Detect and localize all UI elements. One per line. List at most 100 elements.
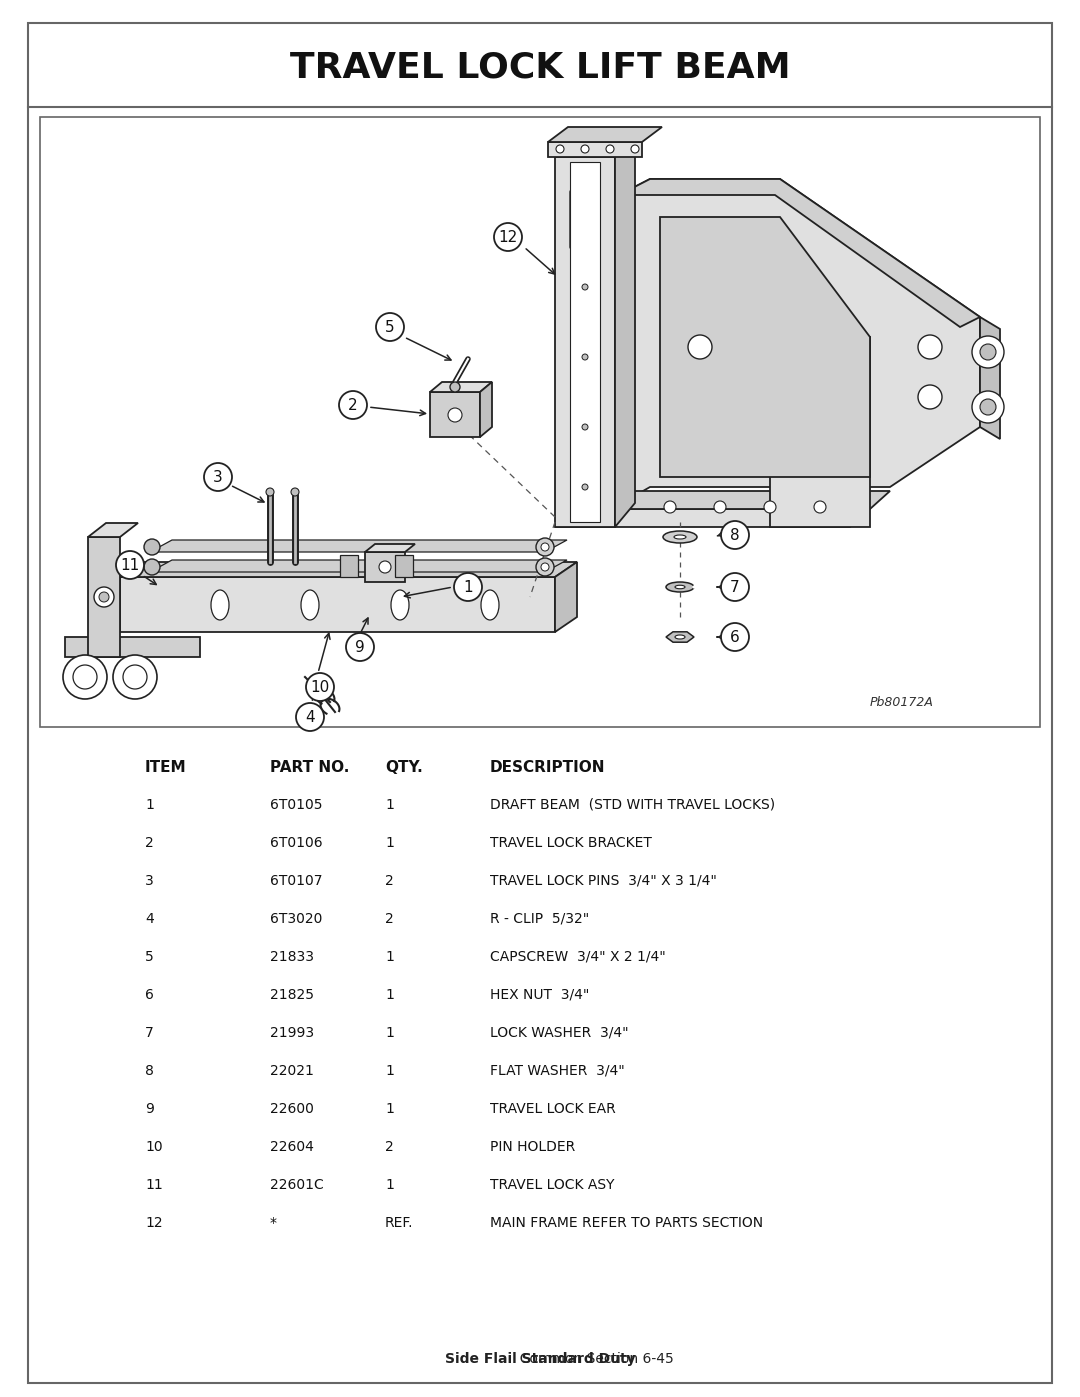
- Polygon shape: [87, 536, 120, 657]
- Polygon shape: [615, 490, 890, 509]
- Circle shape: [582, 483, 588, 490]
- Text: ITEM: ITEM: [145, 760, 187, 774]
- Polygon shape: [480, 381, 492, 437]
- Text: 8: 8: [730, 528, 740, 542]
- Circle shape: [204, 462, 232, 490]
- Polygon shape: [555, 156, 615, 527]
- Circle shape: [582, 425, 588, 430]
- Circle shape: [306, 673, 334, 701]
- Circle shape: [577, 419, 593, 434]
- Text: MAIN FRAME REFER TO PARTS SECTION: MAIN FRAME REFER TO PARTS SECTION: [490, 1215, 764, 1229]
- Circle shape: [980, 400, 996, 415]
- Ellipse shape: [666, 583, 694, 592]
- Circle shape: [266, 488, 274, 496]
- Text: 1: 1: [384, 1065, 394, 1078]
- Circle shape: [346, 633, 374, 661]
- Circle shape: [448, 408, 462, 422]
- Text: PIN HOLDER: PIN HOLDER: [490, 1140, 576, 1154]
- Circle shape: [144, 559, 160, 576]
- Text: 5: 5: [145, 950, 153, 964]
- Circle shape: [113, 655, 157, 698]
- Polygon shape: [365, 552, 405, 583]
- Text: TRAVEL LOCK ASY: TRAVEL LOCK ASY: [490, 1178, 615, 1192]
- Polygon shape: [150, 541, 567, 552]
- Ellipse shape: [391, 590, 409, 620]
- Text: 2: 2: [145, 835, 153, 849]
- Text: 1: 1: [384, 835, 394, 849]
- Polygon shape: [340, 555, 357, 577]
- Polygon shape: [365, 543, 415, 552]
- Text: HEX NUT  3/4": HEX NUT 3/4": [490, 988, 590, 1002]
- Polygon shape: [615, 179, 980, 327]
- Text: 22601C: 22601C: [270, 1178, 324, 1192]
- Text: 1: 1: [384, 950, 394, 964]
- Polygon shape: [548, 142, 642, 156]
- Text: 11: 11: [120, 557, 139, 573]
- Circle shape: [339, 391, 367, 419]
- Polygon shape: [615, 179, 980, 507]
- Text: 6: 6: [730, 630, 740, 644]
- Polygon shape: [87, 522, 138, 536]
- Text: 1: 1: [384, 798, 394, 812]
- Polygon shape: [150, 560, 567, 571]
- Ellipse shape: [211, 590, 229, 620]
- Text: 1: 1: [463, 580, 473, 595]
- Circle shape: [577, 349, 593, 365]
- Polygon shape: [395, 555, 413, 577]
- Text: 22600: 22600: [270, 1102, 314, 1116]
- Text: 1: 1: [145, 798, 153, 812]
- Text: 2: 2: [384, 912, 394, 926]
- Circle shape: [972, 337, 1004, 367]
- Text: 3: 3: [213, 469, 222, 485]
- Circle shape: [454, 573, 482, 601]
- Text: QTY.: QTY.: [384, 760, 422, 774]
- Polygon shape: [430, 381, 492, 393]
- Text: 1: 1: [384, 1025, 394, 1039]
- Polygon shape: [548, 127, 662, 142]
- Polygon shape: [555, 509, 870, 527]
- Text: 5: 5: [386, 320, 395, 334]
- Text: 4: 4: [306, 710, 314, 725]
- Circle shape: [73, 665, 97, 689]
- Text: 22021: 22021: [270, 1065, 314, 1078]
- Text: 6: 6: [145, 988, 153, 1002]
- Circle shape: [450, 381, 460, 393]
- Circle shape: [918, 386, 942, 409]
- Ellipse shape: [674, 535, 686, 539]
- Circle shape: [664, 502, 676, 513]
- FancyBboxPatch shape: [570, 190, 600, 249]
- Circle shape: [980, 344, 996, 360]
- Polygon shape: [120, 562, 577, 577]
- Text: 9: 9: [145, 1102, 153, 1116]
- Circle shape: [536, 538, 554, 556]
- Circle shape: [99, 592, 109, 602]
- Text: TRAVEL LOCK EAR: TRAVEL LOCK EAR: [490, 1102, 616, 1116]
- Text: 2: 2: [384, 875, 394, 888]
- Circle shape: [721, 573, 750, 601]
- Polygon shape: [65, 637, 200, 657]
- Ellipse shape: [675, 636, 685, 638]
- Ellipse shape: [663, 531, 697, 543]
- Text: 8: 8: [145, 1065, 153, 1078]
- Polygon shape: [120, 577, 555, 631]
- Text: 21833: 21833: [270, 950, 314, 964]
- Text: 21993: 21993: [270, 1025, 314, 1039]
- Text: PART NO.: PART NO.: [270, 760, 349, 774]
- Text: 7: 7: [730, 580, 740, 595]
- Circle shape: [94, 587, 114, 608]
- Polygon shape: [430, 393, 480, 437]
- Text: 1: 1: [384, 988, 394, 1002]
- Circle shape: [581, 145, 589, 154]
- Circle shape: [918, 335, 942, 359]
- Circle shape: [536, 557, 554, 576]
- Circle shape: [379, 562, 391, 573]
- Text: 10: 10: [145, 1140, 163, 1154]
- Text: TRAVEL LOCK LIFT BEAM: TRAVEL LOCK LIFT BEAM: [289, 50, 791, 84]
- Circle shape: [144, 539, 160, 555]
- Circle shape: [631, 145, 639, 154]
- Circle shape: [541, 563, 549, 571]
- Text: 11: 11: [145, 1178, 163, 1192]
- Text: CAPSCREW  3/4" X 2 1/4": CAPSCREW 3/4" X 2 1/4": [490, 950, 665, 964]
- Text: 22604: 22604: [270, 1140, 314, 1154]
- Polygon shape: [980, 317, 1000, 439]
